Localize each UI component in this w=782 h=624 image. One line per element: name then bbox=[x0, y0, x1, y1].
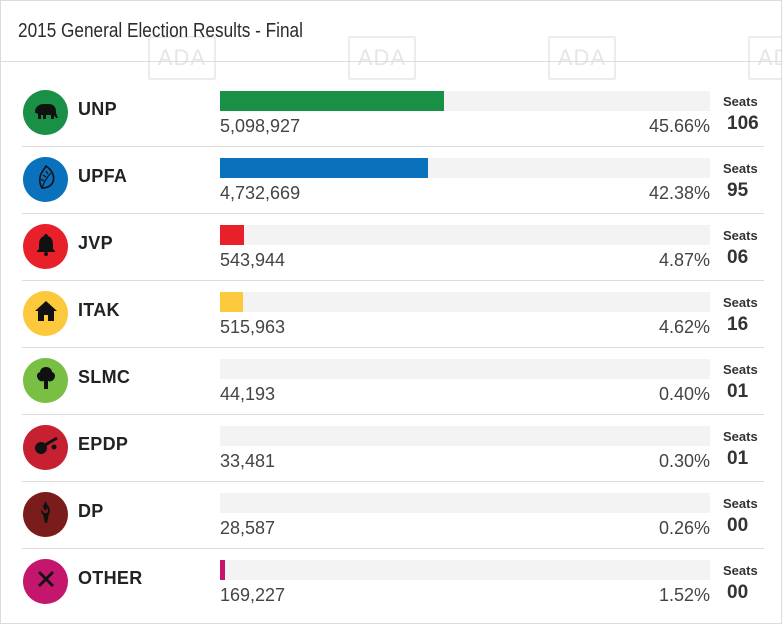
party-logo bbox=[23, 492, 68, 537]
vote-count: 543,944 bbox=[220, 250, 286, 270]
vote-bar-track bbox=[220, 359, 710, 379]
vote-percent: 4.87% bbox=[658, 250, 710, 270]
leaf-icon bbox=[32, 163, 60, 196]
vote-count: 4,732,669 bbox=[220, 183, 301, 203]
party-logo bbox=[23, 291, 68, 336]
party-logo bbox=[23, 559, 68, 604]
vote-count: 515,963 bbox=[220, 317, 286, 337]
vote-percent: 0.30% bbox=[658, 451, 710, 471]
vote-count: 5,098,927 bbox=[220, 116, 301, 136]
result-row-jvp: JVP 543,944 4.87% Seats 06 bbox=[0, 214, 782, 281]
vote-count: 33,481 bbox=[220, 451, 276, 471]
vote-percent: 0.26% bbox=[658, 518, 710, 538]
party-name: JVP bbox=[78, 233, 113, 253]
party-name: ITAK bbox=[78, 300, 120, 320]
seat-count: 95 bbox=[727, 180, 749, 201]
seat-count: 01 bbox=[727, 381, 749, 402]
elephant-icon bbox=[32, 96, 60, 129]
party-logo bbox=[23, 358, 68, 403]
party-name: SLMC bbox=[78, 367, 131, 387]
vote-percent: 4.62% bbox=[658, 317, 710, 337]
vote-bar bbox=[220, 292, 243, 312]
vote-bar bbox=[220, 225, 244, 245]
party-logo bbox=[23, 224, 68, 269]
vote-bar-track bbox=[220, 91, 710, 111]
cross-icon bbox=[32, 565, 60, 598]
vote-percent: 0.40% bbox=[658, 384, 710, 404]
torch-icon bbox=[32, 498, 60, 531]
vote-bar bbox=[220, 560, 225, 580]
vote-bar-track bbox=[220, 426, 710, 446]
seats-label: Seats bbox=[723, 295, 758, 310]
vote-bar bbox=[220, 91, 444, 111]
party-logo bbox=[23, 425, 68, 470]
seats-label: Seats bbox=[723, 429, 758, 444]
party-logo bbox=[23, 157, 68, 202]
party-name: DP bbox=[78, 501, 104, 521]
party-name: UPFA bbox=[78, 166, 128, 186]
vote-count: 28,587 bbox=[220, 518, 276, 538]
seat-count: 01 bbox=[727, 448, 749, 469]
vote-count: 169,227 bbox=[220, 585, 286, 605]
result-row-upfa: UPFA 4,732,669 42.38% Seats 95 bbox=[0, 147, 782, 214]
seats-label: Seats bbox=[723, 362, 758, 377]
vote-bar-track bbox=[220, 493, 710, 513]
vote-percent: 42.38% bbox=[648, 183, 710, 203]
seats-label: Seats bbox=[723, 161, 758, 176]
result-row-dp: DP 28,587 0.26% Seats 00 bbox=[0, 482, 782, 549]
seat-count: 00 bbox=[727, 582, 749, 603]
seats-label: Seats bbox=[723, 496, 758, 511]
vote-percent: 1.52% bbox=[658, 585, 710, 605]
panel-header: 2015 General Election Results - Final bbox=[0, 0, 782, 62]
seats-label: Seats bbox=[723, 94, 758, 109]
result-row-unp: UNP 5,098,927 45.66% Seats 106 bbox=[0, 80, 782, 147]
result-row-itak: ITAK 515,963 4.62% Seats 16 bbox=[0, 281, 782, 348]
result-row-epdp: EPDP 33,481 0.30% Seats 01 bbox=[0, 415, 782, 482]
seat-count: 106 bbox=[727, 113, 759, 134]
vote-bar-track bbox=[220, 292, 710, 312]
result-row-other: OTHER 169,227 1.52% Seats 00 bbox=[0, 549, 782, 616]
vote-percent: 45.66% bbox=[648, 116, 710, 136]
seats-label: Seats bbox=[723, 563, 758, 578]
vote-count: 44,193 bbox=[220, 384, 276, 404]
bell-icon bbox=[32, 230, 60, 263]
party-name: OTHER bbox=[78, 568, 143, 588]
vote-bar-track bbox=[220, 158, 710, 178]
seat-count: 06 bbox=[727, 247, 749, 268]
results-list: UNP 5,098,927 45.66% Seats 106 UPFA 4,732,669 4… bbox=[0, 80, 782, 616]
seat-count: 16 bbox=[727, 314, 749, 335]
seat-count: 00 bbox=[727, 515, 749, 536]
party-logo bbox=[23, 90, 68, 135]
result-row-slmc: SLMC 44,193 0.40% Seats 01 bbox=[0, 348, 782, 415]
seats-label: Seats bbox=[723, 228, 758, 243]
page-title: 2015 General Election Results - Final bbox=[18, 20, 303, 42]
tree-icon bbox=[32, 364, 60, 397]
party-name: EPDP bbox=[78, 434, 129, 454]
house-icon bbox=[32, 297, 60, 330]
vote-bar-track bbox=[220, 225, 710, 245]
vote-bar bbox=[220, 158, 428, 178]
veena-icon bbox=[32, 431, 60, 464]
vote-bar-track bbox=[220, 560, 710, 580]
party-name: UNP bbox=[78, 99, 117, 119]
